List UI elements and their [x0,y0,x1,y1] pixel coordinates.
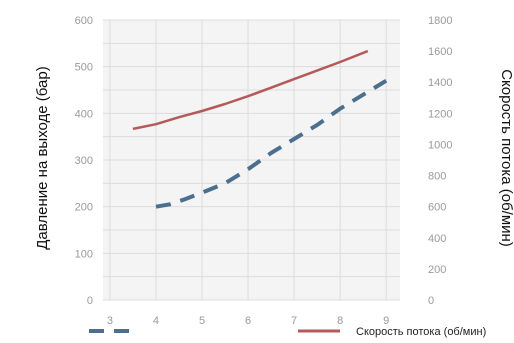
x-tick-label: 3 [107,315,113,327]
y-left-tick-label: 0 [87,295,93,307]
y-left-tick-label: 100 [75,248,93,260]
x-tick-label: 9 [383,315,389,327]
x-tick-label: 7 [291,315,297,327]
y-left-tick-label: 600 [75,15,93,27]
y-left-tick-label: 200 [75,202,93,214]
legend-label: Скорость потока (об/мин) [356,326,486,338]
series-line-solid [132,49,369,131]
y-right-tick-label: 400 [428,233,446,245]
y-left-tick-label: 500 [75,62,93,74]
y-left-tick-label: 400 [75,108,93,120]
y-right-tick-label: 1200 [428,108,452,120]
y-right-tick-label: 1800 [428,15,452,27]
series-line-dashed [155,78,388,209]
y-right-tick-label: 1600 [428,46,452,58]
x-tick-label: 6 [245,315,251,327]
x-tick-label: 8 [337,315,343,327]
y-right-tick-label: 1000 [428,139,452,151]
y-axis-right-title: Скорость потока (об/мин) [498,69,514,247]
y-right-tick-label: 0 [428,295,434,307]
y-right-tick-label: 200 [428,264,446,276]
y-right-tick-label: 600 [428,202,446,214]
x-tick-label: 4 [153,315,159,327]
y-right-tick-label: 1400 [428,77,452,89]
y-axis-left-title: Давление на выходе (бар) [34,66,51,249]
x-tick-label: 5 [199,315,205,327]
y-left-tick-label: 300 [75,155,93,167]
y-right-tick-label: 800 [428,171,446,183]
plot-area: 3 4 5 6 7 8 9 0 100 200 300 400 500 600 0 200 400 600 800 1… [75,15,487,338]
